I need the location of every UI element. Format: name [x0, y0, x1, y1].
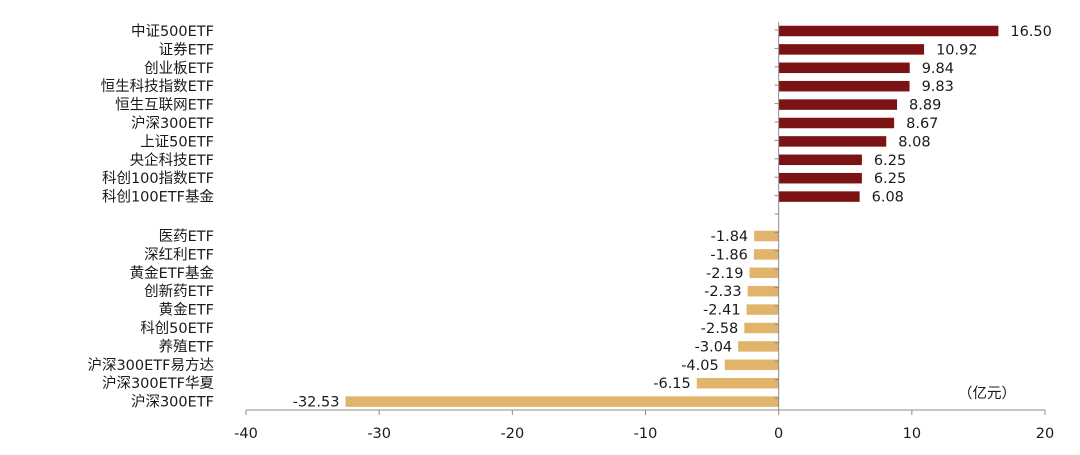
- bar: [738, 341, 779, 352]
- category-label: 科创50ETF: [140, 320, 214, 337]
- unit-label: （亿元）: [958, 385, 1016, 402]
- labels-layer: 中证500ETF 16.50 证券ETF 10.92 创业板ETF 9.84 恒生科技指数E…: [87, 23, 1051, 411]
- category-label: 科创100ETF基金: [102, 189, 215, 206]
- x-tick-label: -20: [500, 426, 524, 442]
- data-label: 6.25: [874, 171, 906, 187]
- data-label: -2.33: [704, 284, 742, 300]
- category-label: 恒生科技指数ETF: [101, 78, 214, 95]
- bars-layer: [345, 25, 999, 407]
- data-label: 9.83: [922, 79, 954, 95]
- data-label: -1.84: [711, 229, 749, 245]
- category-label: 央企科技ETF: [130, 151, 214, 169]
- data-label: 6.08: [872, 190, 904, 206]
- bar: [778, 117, 895, 129]
- category-label: 恒生互联网ETF: [115, 97, 214, 114]
- bar: [696, 377, 779, 389]
- category-label: 医药ETF: [159, 228, 214, 245]
- bar: [747, 285, 779, 297]
- bar: [778, 99, 898, 110]
- bar: [778, 172, 862, 184]
- bar: [778, 62, 910, 74]
- category-label: 上证50ETF: [140, 133, 214, 150]
- bar: [746, 304, 779, 315]
- data-label: 8.08: [898, 134, 930, 150]
- x-tick-label: 10: [903, 426, 921, 442]
- bar: [778, 154, 862, 166]
- data-label: 16.50: [1010, 24, 1052, 40]
- bar: [778, 191, 860, 202]
- x-tick-label: 20: [1036, 426, 1054, 442]
- data-label: 10.92: [936, 42, 978, 58]
- category-label: 创业板ETF: [144, 59, 214, 77]
- bar: [724, 359, 779, 371]
- x-tick-label: -10: [634, 426, 658, 442]
- data-label: -32.53: [293, 395, 340, 411]
- bar: [345, 396, 779, 407]
- x-tick-label: -30: [367, 426, 391, 442]
- bar: [744, 322, 779, 334]
- bar: [778, 25, 999, 37]
- bar: [778, 44, 925, 55]
- category-label: 深红利ETF: [144, 246, 214, 263]
- bar: [753, 249, 779, 260]
- data-label: -2.19: [706, 266, 744, 282]
- data-label: -4.05: [681, 358, 719, 374]
- data-label: 8.67: [906, 116, 938, 132]
- data-label: -2.41: [703, 303, 741, 319]
- category-label: 沪深300ETF华夏: [102, 375, 215, 392]
- data-label: -2.58: [701, 321, 739, 337]
- category-label: 黄金ETF基金: [130, 265, 215, 282]
- bar: [778, 80, 910, 92]
- data-label: -3.04: [695, 339, 733, 355]
- category-label: 创新药ETF: [144, 283, 214, 300]
- x-tick-label: 0: [774, 426, 783, 442]
- data-label: 8.89: [909, 98, 941, 114]
- data-label: 9.84: [922, 61, 954, 77]
- category-label: 科创100指数ETF: [102, 170, 214, 187]
- category-label: 沪深300ETF易方达: [87, 357, 214, 374]
- category-label: 沪深300ETF: [131, 394, 214, 411]
- bar: [749, 267, 779, 279]
- category-label: 中证500ETF: [131, 23, 214, 40]
- data-label: 6.25: [874, 153, 906, 169]
- axes-layer: -40 -30 -20 -10 0 10 20: [234, 22, 1054, 442]
- category-label: 黄金ETF: [159, 302, 214, 319]
- data-label: -6.15: [653, 376, 691, 392]
- x-tick-label: -40: [234, 426, 258, 442]
- category-label: 沪深300ETF: [131, 115, 214, 132]
- bar: [754, 230, 779, 242]
- category-label: 养殖ETF: [159, 338, 214, 355]
- category-label: 证券ETF: [159, 41, 214, 58]
- bar: [778, 136, 887, 147]
- data-label: -1.86: [710, 247, 748, 263]
